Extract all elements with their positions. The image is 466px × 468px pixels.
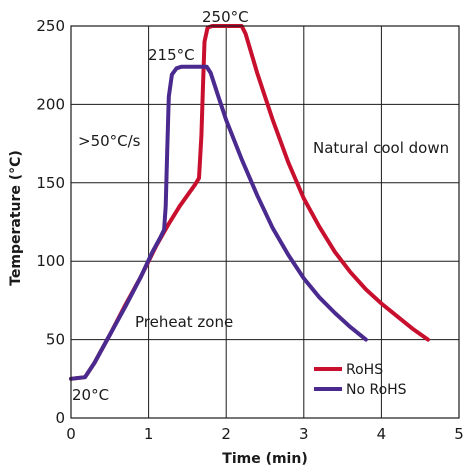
legend: RoHS No RoHS [314,362,407,398]
y-tick-label: 50 [46,331,65,349]
legend-label-rohs: RoHS [346,362,383,378]
annotation-peak-rohs: 250°C [202,8,249,26]
y-tick-label: 0 [55,409,65,427]
y-tick-labels: 0 50 100 150 200 250 [36,17,65,427]
series-line-no-rohs [69,64,368,381]
annotation-peak-no-rohs: 215°C [148,46,195,64]
series-line-rohs [69,24,430,381]
x-tick-label: 1 [144,425,154,443]
x-tick-label: 0 [66,425,76,443]
series-layer [69,24,430,381]
y-tick-label: 100 [36,252,65,270]
annotation-start-temp: 20°C [72,386,109,404]
grid [70,25,460,419]
y-axis-label: Temperature (°C) [8,150,24,286]
y-tick-label: 150 [36,174,65,192]
x-tick-label: 4 [377,425,387,443]
annotation-cool-down: Natural cool down [313,139,449,157]
legend-label-no-rohs: No RoHS [346,382,407,398]
y-tick-label: 200 [36,95,65,113]
x-tick-label: 5 [454,425,464,443]
x-axis-label: Time (min) [222,451,307,467]
annotation-preheat-zone: Preheat zone [135,313,233,331]
y-tick-label: 250 [36,17,65,35]
x-tick-label: 3 [299,425,309,443]
annotation-ramp-rate: >50°C/s [78,132,141,150]
plot-frame [70,25,460,419]
x-tick-label: 2 [221,425,231,443]
x-tick-labels: 0 1 2 3 4 5 [66,425,464,443]
